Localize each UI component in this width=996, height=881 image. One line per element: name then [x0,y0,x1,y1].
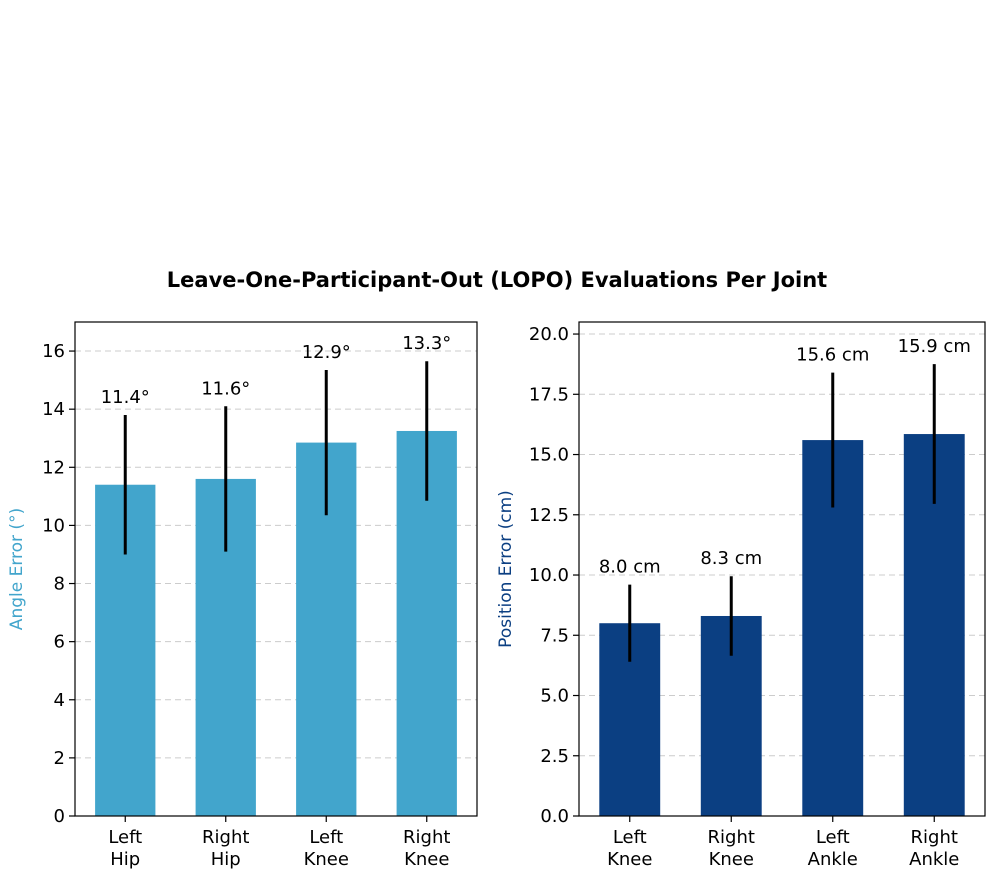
position-data-label-2: 15.6 cm [796,345,869,366]
position-x-tick-label-0: Left Knee [607,827,652,870]
position-axes-frame [578,321,986,817]
position-error-chart: 8.0 cm 8.3 cm 15.6 cm 15.9 cm 0.0 2.5 5.0 7.5 10… [496,321,986,870]
angle-y-tick-label: 16 [42,341,65,362]
position-y-tick-label: 17.5 [529,384,569,405]
position-y-tick-label: 7.5 [540,625,569,646]
angle-data-label-0: 11.4° [101,387,150,408]
angle-data-label-3: 13.3° [402,333,451,354]
angle-axes-frame [74,321,478,817]
angle-error-chart: 11.4° 11.6° 12.9° 13.3° 0 2 4 6 8 10 12 14 16 Left Hip… [7,321,478,870]
angle-y-tick-label: 2 [54,748,65,769]
angle-y-tick-label: 0 [54,806,65,827]
angle-y-tick-label: 6 [54,632,65,653]
angle-x-tick-label-1: Right Hip [202,827,249,870]
position-y-axis-label: Position Error (cm) [496,490,516,648]
position-y-tick-label: 0.0 [540,806,569,827]
position-data-label-1: 8.3 cm [700,548,762,569]
position-y-tick-label: 5.0 [540,686,569,707]
angle-y-tick-label: 10 [42,515,65,536]
position-y-tick-label: 20.0 [529,324,569,345]
position-data-label-3: 15.9 cm [898,336,971,357]
angle-data-label-1: 11.6° [201,378,250,399]
position-x-tick-label-1: Right Knee [708,827,755,870]
position-y-tick-label: 15.0 [529,445,569,466]
angle-y-tick-label: 14 [42,399,65,420]
angle-y-tick-label: 12 [42,457,65,478]
position-y-tick-label: 12.5 [529,505,569,526]
angle-x-tick-label-0: Left Hip [108,827,142,870]
figure-title: Leave-One-Participant-Out (LOPO) Evaluat… [167,268,827,292]
position-x-tick-label-3: Right Ankle [909,827,959,870]
position-y-tick-label: 10.0 [529,565,569,586]
position-data-label-0: 8.0 cm [599,557,661,578]
position-y-tick-label: 2.5 [540,746,569,767]
angle-data-label-2: 12.9° [302,342,351,363]
angle-x-tick-label-2: Left Knee [304,827,349,870]
angle-y-axis-label: Angle Error (°) [7,508,27,630]
position-x-tick-label-2: Left Ankle [808,827,858,870]
angle-y-tick-label: 4 [54,690,65,711]
angle-x-tick-label-3: Right Knee [403,827,450,870]
angle-y-tick-label: 8 [54,574,65,595]
